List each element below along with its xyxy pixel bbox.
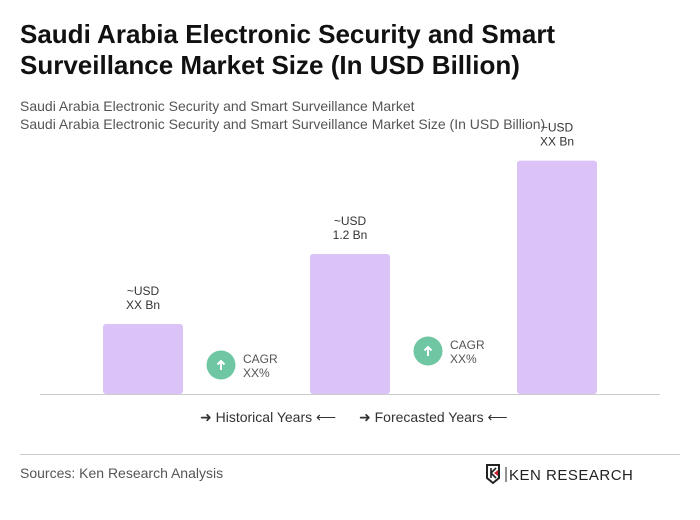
cagr-label: XX% bbox=[243, 366, 270, 380]
data-label: ~USD bbox=[334, 214, 367, 228]
cagr-label: CAGR bbox=[450, 338, 485, 352]
chart-title: Saudi Arabia Electronic Security and Sma… bbox=[20, 19, 556, 80]
subtitle-2: Saudi Arabia Electronic Security and Sma… bbox=[20, 116, 546, 132]
data-label: XX Bn bbox=[540, 135, 574, 149]
svg-text:KEN RESEARCH: KEN RESEARCH bbox=[509, 467, 633, 484]
ken-research-logo: KEN RESEARCH bbox=[486, 464, 633, 485]
bar bbox=[517, 160, 597, 394]
data-label: XX Bn bbox=[126, 298, 160, 312]
data-label: ~USD bbox=[541, 121, 574, 135]
arrow-up-icon bbox=[216, 359, 226, 370]
footer-divider bbox=[20, 454, 680, 455]
bar bbox=[103, 324, 183, 394]
data-label: 1.2 Bn bbox=[333, 228, 368, 242]
data-label: ~USD bbox=[127, 284, 160, 298]
cagr-label: XX% bbox=[450, 352, 477, 366]
legend-forecasted-label: Forecasted Years bbox=[374, 409, 484, 425]
arrow-up-icon bbox=[423, 345, 433, 356]
subtitle: Saudi Arabia Electronic Security and Sma… bbox=[20, 98, 415, 114]
bar bbox=[310, 254, 390, 394]
sources: Sources: Ken Research Analysis bbox=[20, 465, 224, 481]
cagr-label: CAGR bbox=[243, 352, 278, 366]
legend-forecasted: ➜ Forecasted Years ⟵ bbox=[359, 409, 508, 425]
legend-historical-label: Historical Years bbox=[215, 409, 313, 425]
legend-historical: ➜ Historical Years ⟵ bbox=[200, 409, 337, 425]
